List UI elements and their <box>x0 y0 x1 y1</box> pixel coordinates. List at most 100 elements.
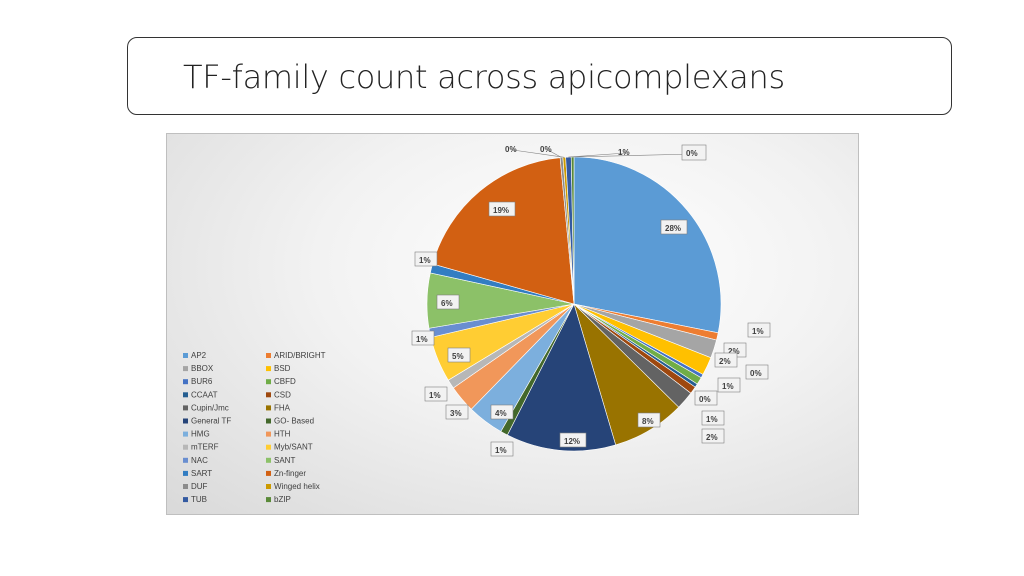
legend-item: AP2 <box>183 351 207 360</box>
leader-line <box>572 153 695 158</box>
legend-label: General TF <box>191 417 231 426</box>
legend-label: NAC <box>191 456 208 465</box>
legend-item: SART <box>183 469 212 478</box>
pie-label: 19% <box>488 201 516 217</box>
legend-swatch <box>266 405 271 411</box>
label-box <box>747 322 771 338</box>
legend-swatch <box>266 379 271 385</box>
pie-label-text: 1% <box>752 327 764 336</box>
legend-item: SANT <box>266 456 295 465</box>
legend-item: Winged helix <box>266 482 320 491</box>
pie-label-text: 0% <box>750 369 762 378</box>
label-box <box>681 144 707 161</box>
pie-label-text: 0% <box>699 395 711 404</box>
pie-label-text: 3% <box>450 409 462 418</box>
leader-line <box>568 152 627 158</box>
legend-swatch <box>183 392 188 398</box>
legend-swatch <box>266 470 271 476</box>
pie-label-text: 4% <box>495 409 507 418</box>
legend-label: mTERF <box>191 443 219 452</box>
pie-label-text: 12% <box>564 437 580 446</box>
legend-label: GO- Based <box>274 417 314 426</box>
pie-chart: 28% 1% 2% 2% 0% 1% 0% 1% 2% 8% 12% 1% 4% 3% 1% 5% 1% 6% 1%… <box>166 133 859 515</box>
legend-item: BUR6 <box>183 377 213 386</box>
legend-label: SART <box>191 469 212 478</box>
pie-label-text: 5% <box>452 352 464 361</box>
leader-line <box>547 149 562 158</box>
legend-swatch <box>183 431 188 437</box>
legend-item: CSD <box>266 390 291 399</box>
legend-swatch <box>183 379 188 385</box>
label-box <box>488 201 516 217</box>
legend-swatch <box>183 444 188 450</box>
legend-item: GO- Based <box>266 417 314 426</box>
label-box <box>745 364 769 380</box>
legend-swatch <box>183 470 188 476</box>
label-box <box>660 219 688 235</box>
legend-swatch <box>183 497 188 503</box>
label-box <box>411 330 435 346</box>
legend-swatch <box>266 457 271 463</box>
legend-item: HMG <box>183 430 210 439</box>
pie-slice-zn-finger <box>432 157 575 305</box>
pie-slice-general-tf <box>506 303 617 452</box>
pie-label: 0% <box>572 144 707 161</box>
label-box <box>490 404 514 420</box>
pie-chart-svg: 28%1%2%2%0%1%0%1%2%8%12%1%4%3%1%5%1%6%1%… <box>183 144 771 504</box>
label-box <box>717 377 741 393</box>
pie-label-text: 1% <box>416 335 428 344</box>
pie-label-text: 0% <box>505 145 517 154</box>
legend-label: AP2 <box>191 351 207 360</box>
legend-label: BSD <box>274 364 291 373</box>
legend-label: Myb/SANT <box>274 443 313 452</box>
pie-label-text: 1% <box>618 148 630 157</box>
pie-label: 1% <box>411 330 435 346</box>
pie-label-text: 0% <box>686 149 698 158</box>
label-box <box>424 386 448 402</box>
legend-item: NAC <box>183 456 208 465</box>
legend-item: TUB <box>183 495 207 504</box>
pie-label: 0% <box>540 145 562 158</box>
legend-label: CBFD <box>274 377 296 386</box>
pie-label: 6% <box>436 294 460 310</box>
legend-swatch <box>183 418 188 424</box>
label-box <box>694 390 718 406</box>
legend-swatch <box>266 431 271 437</box>
pie-label: 5% <box>447 347 471 363</box>
pie-label-text: 1% <box>495 446 507 455</box>
pie-label: 1% <box>568 148 630 158</box>
legend-item: General TF <box>183 417 231 426</box>
legend-item: FHA <box>266 403 291 412</box>
slide-title: TF-family count across apicomplexans <box>183 58 785 96</box>
legend-swatch <box>266 366 271 372</box>
pie-label-text: 8% <box>642 417 654 426</box>
pie-slice-ap2 <box>573 156 722 334</box>
pie-label: 8% <box>637 412 661 428</box>
legend-label: DUF <box>191 482 208 491</box>
legend-item: ARID/BRIGHT <box>266 351 326 360</box>
legend-label: FHA <box>274 403 291 412</box>
pie-label-text: 1% <box>419 256 431 265</box>
label-box <box>701 428 725 444</box>
pie-label: 2% <box>701 428 725 444</box>
pie-label-text: 19% <box>493 206 509 215</box>
pie-label-text: 1% <box>722 382 734 391</box>
legend-swatch <box>266 418 271 424</box>
pie-slices <box>426 156 722 452</box>
legend-item: CBFD <box>266 377 296 386</box>
legend-label: CSD <box>274 390 291 399</box>
legend-label: Cupin/Jmc <box>191 403 229 412</box>
legend-swatch <box>266 497 271 503</box>
pie-label-text: 2% <box>728 347 740 356</box>
pie-label: 1% <box>747 322 771 338</box>
legend-label: BBOX <box>191 364 214 373</box>
leader-line <box>512 149 565 158</box>
legend-item: Cupin/Jmc <box>183 403 229 412</box>
pie-label: 3% <box>445 404 469 420</box>
legend-label: Winged helix <box>274 482 320 491</box>
legend-item: BSD <box>266 364 291 373</box>
legend-item: mTERF <box>183 443 219 452</box>
pie-label-text: 6% <box>441 299 453 308</box>
label-box <box>490 441 514 457</box>
pie-label: 1% <box>414 251 438 267</box>
